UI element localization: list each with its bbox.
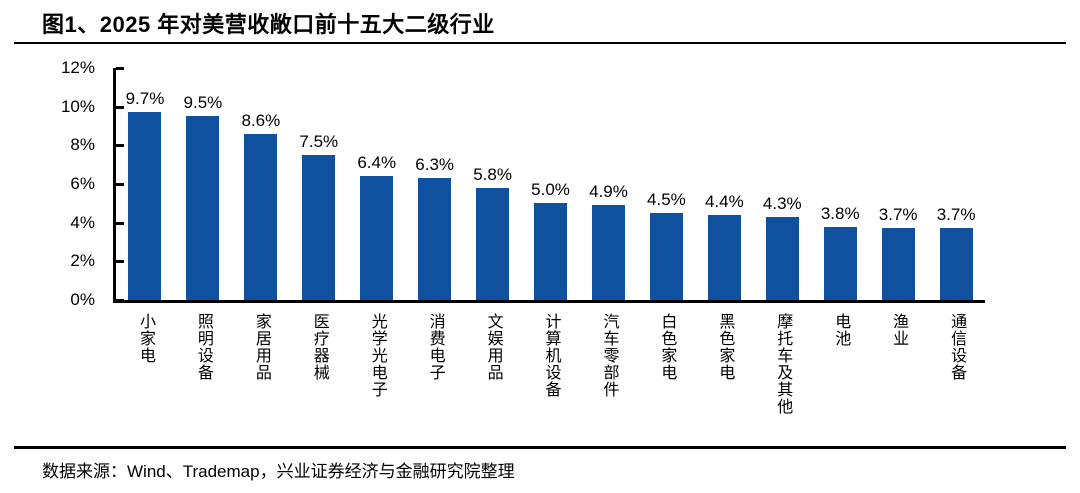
bar [765, 216, 799, 300]
y-tick-mark [116, 299, 124, 302]
category-slot: 渔业 [869, 313, 927, 415]
y-tick-label: 10% [60, 96, 95, 116]
bar [302, 155, 336, 300]
bar-slot: 9.5% [174, 68, 232, 300]
category-slot: 小家电 [116, 313, 174, 415]
bar [360, 176, 394, 300]
bar-slot: 5.0% [522, 68, 580, 300]
category-slot: 文娱用品 [464, 313, 522, 415]
bar-slot: 9.7% [116, 68, 174, 300]
x-axis-labels: 小家电 照明设备 家居用品 医疗器械 光学光电子 消费电子 文娱用品 计算机设备 汽车零部件 白色… [116, 313, 985, 415]
bar-slot: 3.8% [811, 68, 869, 300]
bar-value-label: 7.5% [299, 132, 339, 151]
bar [476, 187, 510, 300]
category-slot: 家居用品 [232, 313, 290, 415]
category-label: 消费电子 [426, 313, 444, 381]
bar-slot: 3.7% [927, 68, 985, 300]
chart-title: 图1、2025 年对美营收敞口前十五大二级行业 [42, 12, 495, 37]
bar-value-label: 6.3% [415, 155, 455, 175]
category-label: 黑色家电 [716, 313, 734, 381]
category-label: 家居用品 [252, 313, 270, 381]
bar-slot: 5.8% [464, 68, 522, 300]
category-slot: 白色家电 [637, 313, 695, 415]
category-label: 通信设备 [948, 313, 966, 381]
category-slot: 摩托车及其他 [753, 313, 811, 415]
bar-value-label: 4.9% [589, 182, 628, 202]
bar-slot: 4.9% [580, 68, 638, 300]
bar-slot: 8.6% [232, 68, 290, 300]
bar-slot: 6.3% [406, 68, 464, 300]
category-slot: 光学光电子 [348, 313, 406, 415]
bar [591, 205, 625, 300]
bar [707, 214, 741, 300]
bar-slot: 7.5% [290, 68, 348, 300]
category-slot: 通信设备 [927, 313, 985, 415]
category-slot: 医疗器械 [290, 313, 348, 415]
bar [823, 226, 857, 300]
bar-value-label: 9.5% [183, 93, 223, 113]
bar [534, 203, 568, 300]
y-tick-mark [116, 183, 124, 186]
source-note: 数据来源：Wind、Trademap，兴业证券经济与金融研究院整理 [42, 462, 515, 481]
bar [128, 112, 162, 300]
bar-slot: 4.3% [753, 68, 811, 300]
category-label: 医疗器械 [310, 313, 328, 381]
footer-divider [14, 446, 1066, 449]
plot-area: 9.7% 9.5% 8.6% 7.5% 6.4% 6.3% 5.8% 5.0% 4.9% 4.5%… [113, 67, 985, 303]
bars-container: 9.7% 9.5% 8.6% 7.5% 6.4% 6.3% 5.8% 5.0% 4.9% 4.5%… [116, 68, 985, 300]
bar-slot: 6.4% [348, 68, 406, 300]
y-tick-label: 6% [70, 174, 95, 193]
bar-slot: 3.7% [869, 68, 927, 300]
title-divider [14, 42, 1066, 44]
bar-value-label: 3.7% [936, 205, 976, 225]
category-slot: 消费电子 [406, 313, 464, 415]
bar-value-label: 8.6% [241, 110, 281, 130]
y-tick-mark [116, 105, 124, 109]
y-tick-mark [116, 221, 124, 225]
category-slot: 电池 [811, 313, 869, 415]
bar [649, 213, 683, 300]
bar-slot: 4.4% [695, 68, 753, 300]
bar-value-label: 3.7% [878, 205, 918, 225]
y-tick-label: 12% [60, 58, 95, 77]
bar-value-label: 3.8% [820, 203, 860, 223]
category-slot: 汽车零部件 [580, 313, 638, 415]
bar-value-label: 4.4% [704, 191, 744, 211]
category-label: 电池 [832, 313, 850, 347]
bar [418, 178, 452, 300]
category-label: 文娱用品 [484, 313, 502, 381]
category-slot: 黑色家电 [695, 313, 753, 415]
category-slot: 照明设备 [174, 313, 232, 415]
bar-slot: 4.5% [637, 68, 695, 300]
category-slot: 计算机设备 [522, 313, 580, 415]
y-tick-mark [116, 144, 124, 148]
y-axis: 12% 10% 8% 6% 4% 2% 0% [0, 58, 95, 309]
bar [186, 116, 220, 300]
y-tick-label: 8% [70, 135, 95, 155]
bar [881, 228, 915, 300]
category-label: 小家电 [136, 313, 154, 364]
bar-value-label: 4.3% [762, 193, 802, 213]
y-tick-mark [116, 260, 124, 264]
y-tick-label: 0% [70, 290, 95, 309]
bar-value-label: 5.8% [473, 164, 512, 184]
category-label: 摩托车及其他 [774, 313, 792, 415]
bar-value-label: 9.7% [125, 89, 165, 109]
category-label: 光学光电子 [368, 313, 386, 398]
bar-value-label: 6.4% [357, 153, 397, 173]
y-tick-label: 4% [70, 212, 95, 232]
category-label: 计算机设备 [542, 313, 560, 398]
bar [244, 133, 278, 300]
category-label: 照明设备 [194, 313, 212, 381]
bar-value-label: 5.0% [531, 180, 570, 200]
y-tick-mark [116, 67, 124, 70]
category-label: 渔业 [890, 313, 908, 347]
bar-value-label: 4.5% [647, 190, 686, 209]
category-label: 汽车零部件 [600, 313, 618, 398]
y-tick-label: 2% [70, 251, 95, 271]
category-label: 白色家电 [658, 313, 676, 381]
bar [939, 228, 973, 300]
